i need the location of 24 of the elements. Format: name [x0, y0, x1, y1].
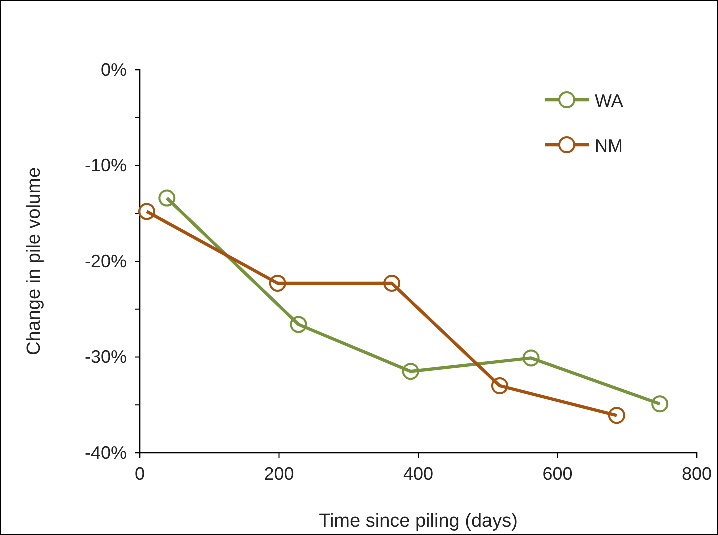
legend-label: NM: [595, 136, 623, 156]
x-tick-label: 400: [403, 464, 434, 484]
x-tick-label: 200: [264, 464, 294, 484]
point: [269, 275, 286, 292]
point: [608, 407, 626, 424]
x-tick-label: 0: [134, 464, 146, 484]
y-tick-label: -20%: [84, 251, 127, 272]
y-tick-label: -40%: [84, 442, 127, 463]
x-axis-title: Time since piling (days): [319, 511, 518, 532]
point: [290, 316, 308, 334]
point: [652, 396, 669, 413]
point: [384, 275, 401, 292]
point: [402, 363, 420, 380]
x-tick-label: 600: [542, 464, 573, 484]
point: [522, 350, 540, 367]
x-tick-label: 800: [682, 464, 712, 484]
point: [138, 203, 156, 220]
y-tick-label: 0%: [100, 60, 127, 80]
y-axis-title: Change in pile volume: [24, 167, 45, 356]
point: [491, 377, 508, 394]
legend-label: WA: [595, 91, 624, 111]
point: [158, 190, 176, 207]
y-tick-label: -10%: [84, 156, 127, 176]
y-tick-label: -30%: [84, 347, 127, 368]
